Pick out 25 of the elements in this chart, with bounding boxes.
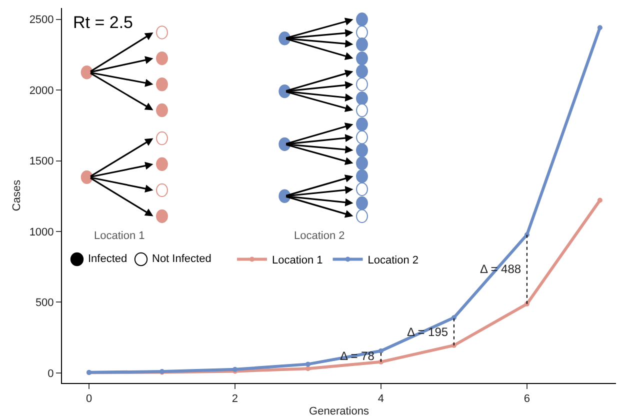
x-tick-label: 0 xyxy=(86,393,92,406)
x-tick-label: 6 xyxy=(524,393,530,406)
y-tick-label: 1000 xyxy=(29,226,54,238)
point xyxy=(597,198,602,203)
annotation: Location 1 xyxy=(94,230,145,242)
x-tick-label: 2 xyxy=(232,393,238,406)
legend-label: Location 2 xyxy=(368,254,419,267)
y-tick-label: 0 xyxy=(48,368,54,380)
y-axis-title: Cases xyxy=(10,179,23,212)
annotation: Rt = 2.5 xyxy=(73,13,134,32)
y-tick-label: 1500 xyxy=(29,156,54,168)
annotation: Location 2 xyxy=(294,230,345,242)
point xyxy=(378,348,384,354)
annotation: Not Infected xyxy=(152,253,212,265)
y-tick-label: 2000 xyxy=(29,84,54,97)
point xyxy=(305,362,310,367)
y-tick-label: 500 xyxy=(35,297,54,310)
legend-label: Location 1 xyxy=(272,254,323,267)
point xyxy=(305,366,310,372)
y-tick-label: 2500 xyxy=(29,14,54,26)
x-axis-title: Generations xyxy=(309,405,370,418)
annotation: Infected xyxy=(88,253,128,265)
point xyxy=(451,315,456,320)
point xyxy=(597,25,602,30)
x-tick-label: 4 xyxy=(378,393,384,406)
